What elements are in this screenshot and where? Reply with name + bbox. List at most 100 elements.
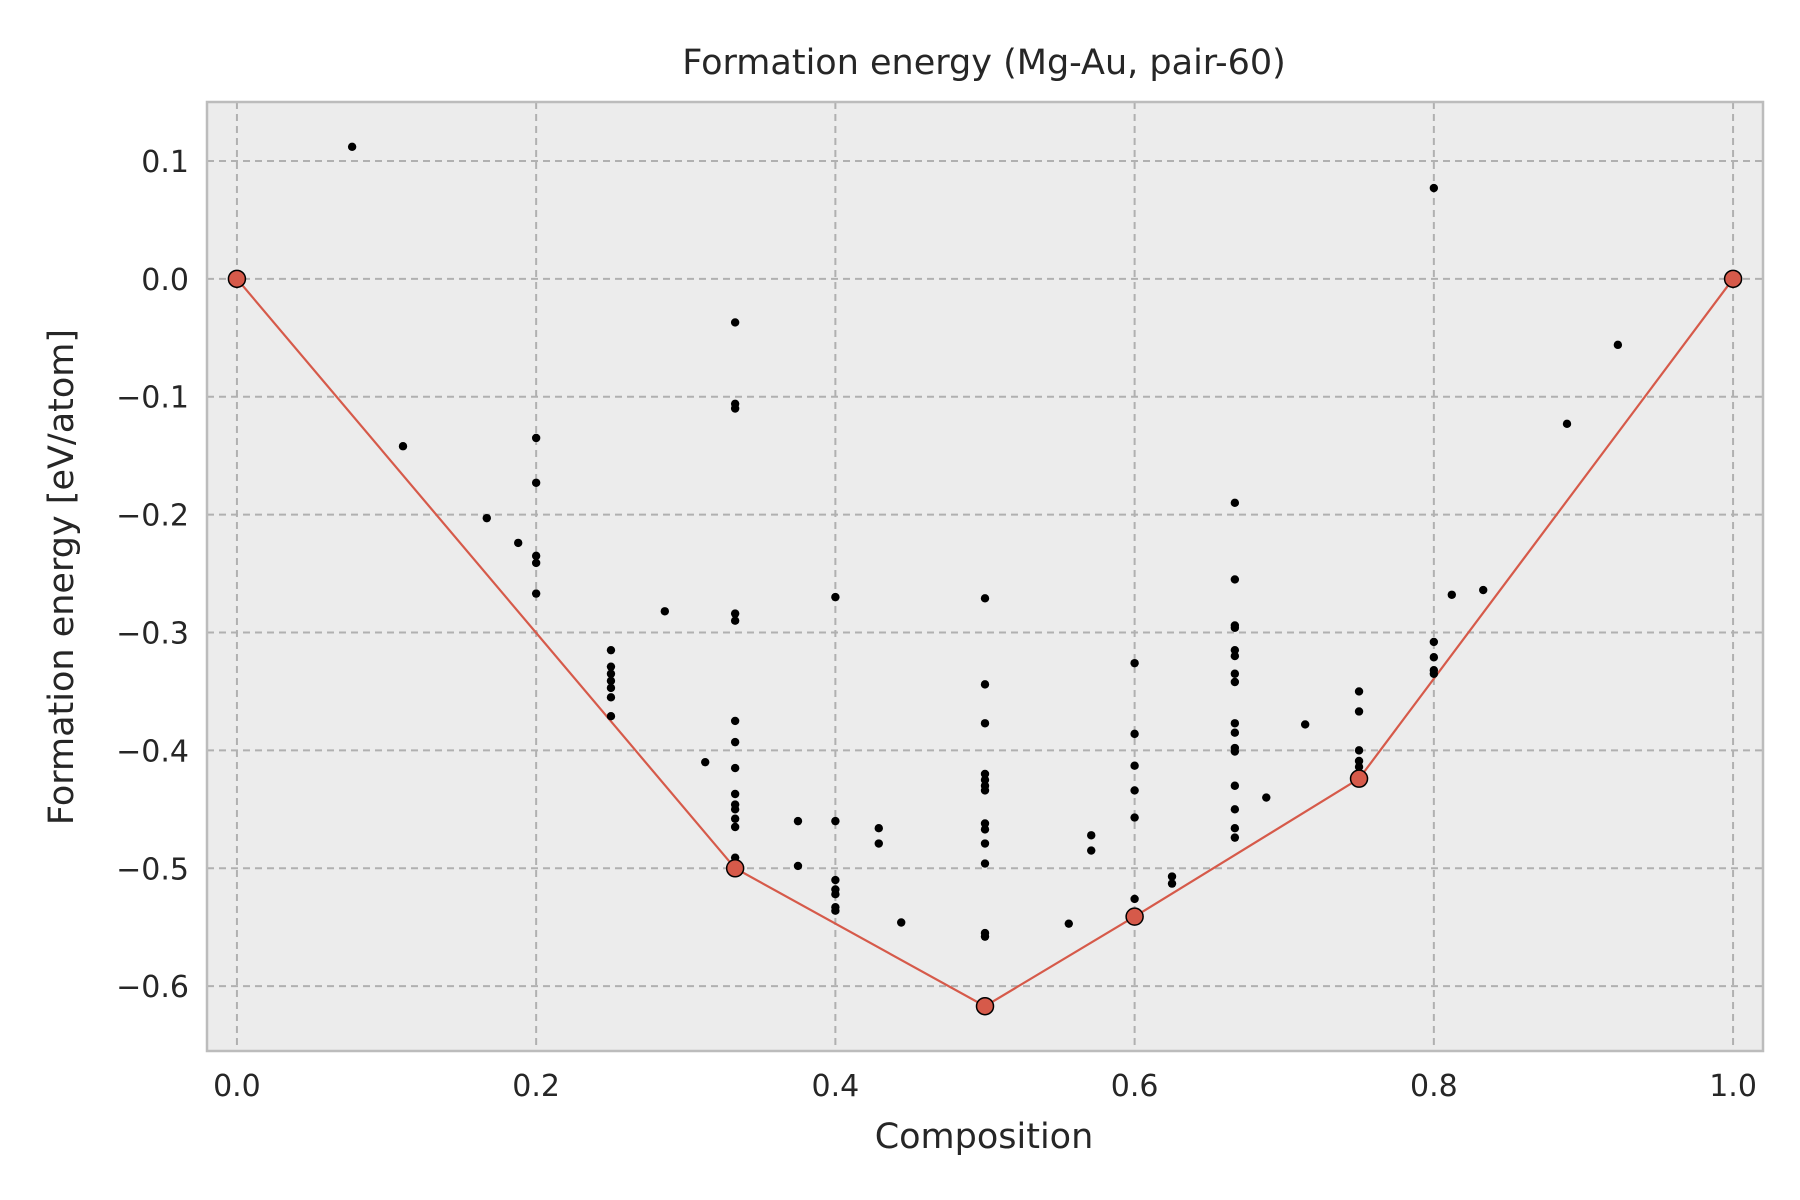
data-point — [1262, 793, 1271, 802]
plot-area — [207, 102, 1763, 1051]
data-point — [606, 645, 616, 655]
hull-point-marker — [975, 996, 995, 1016]
data-point — [398, 442, 408, 451]
data-point — [482, 513, 491, 523]
data-point — [1230, 575, 1240, 584]
data-point — [1230, 728, 1240, 737]
data-point — [1354, 687, 1364, 696]
data-point — [1230, 781, 1240, 790]
data-point — [831, 890, 840, 899]
data-point — [730, 763, 740, 773]
hull-point-marker — [725, 859, 745, 878]
data-point — [1087, 846, 1096, 855]
data-point — [1230, 645, 1240, 655]
data-point — [980, 680, 990, 689]
data-point — [1354, 756, 1364, 766]
chart-title: Formation energy (Mg-Au, pair-60) — [682, 43, 1286, 83]
data-point — [1429, 183, 1439, 193]
data-point — [980, 786, 990, 795]
data-point — [897, 918, 906, 927]
x-tick-label: 0.0 — [213, 1069, 261, 1104]
y-tick-label: −0.4 — [116, 734, 189, 769]
data-point — [1354, 762, 1364, 772]
data-point — [831, 875, 840, 885]
data-point — [1479, 585, 1488, 595]
data-point — [980, 825, 990, 834]
data-point — [1064, 919, 1073, 928]
data-point — [606, 711, 616, 721]
data-point — [531, 551, 541, 561]
structure-points-series — [347, 142, 1623, 941]
x-tick-label: 0.2 — [512, 1069, 560, 1104]
data-point — [980, 839, 990, 848]
data-point — [1230, 805, 1240, 814]
data-point — [730, 814, 740, 823]
data-point — [1230, 651, 1240, 661]
data-point — [1130, 761, 1139, 770]
hull-point-marker — [1723, 269, 1743, 289]
data-point — [1130, 813, 1139, 822]
hull-point-marker — [227, 269, 247, 289]
data-point — [1354, 746, 1364, 755]
data-point — [1130, 658, 1139, 668]
x-tick-label: 0.4 — [812, 1069, 860, 1104]
data-point — [1130, 786, 1139, 795]
y-tick-label: 0.0 — [141, 263, 189, 298]
y-tick-label: −0.1 — [116, 381, 189, 416]
data-point — [730, 805, 740, 814]
y-tick-label: −0.2 — [116, 499, 189, 534]
y-tick-label: −0.6 — [116, 970, 189, 1005]
data-point — [531, 558, 541, 568]
data-point — [1613, 340, 1623, 350]
data-point — [1429, 653, 1439, 662]
x-tick-label: 0.8 — [1410, 1069, 1458, 1104]
data-point — [793, 816, 803, 826]
data-point — [1447, 590, 1457, 599]
grid — [207, 102, 1763, 1051]
y-tick-label: −0.5 — [116, 852, 189, 887]
data-point — [1429, 637, 1439, 647]
data-point — [730, 404, 740, 413]
data-point — [980, 719, 990, 728]
data-point — [1167, 872, 1177, 881]
data-point — [1230, 747, 1240, 756]
plot-frame — [205, 100, 1765, 1053]
data-point — [1562, 419, 1572, 429]
data-point — [1230, 669, 1240, 678]
x-tick-labels: 0.0 0.2 0.4 0.6 0.8 1.0 — [213, 1069, 1757, 1104]
data-point — [793, 861, 803, 871]
data-point — [347, 142, 357, 151]
x-axis-label: Composition — [875, 1117, 1094, 1157]
data-point — [730, 789, 740, 799]
data-point — [1230, 823, 1240, 833]
data-point — [730, 318, 740, 327]
data-point — [831, 592, 840, 602]
data-point — [980, 769, 990, 779]
data-point — [606, 676, 616, 686]
data-point — [1300, 720, 1310, 729]
x-tick-label: 0.6 — [1111, 1069, 1159, 1104]
data-point — [531, 589, 541, 598]
data-point — [701, 757, 710, 767]
data-point — [1230, 719, 1240, 728]
data-point — [606, 693, 616, 702]
y-tick-label: −0.3 — [116, 616, 189, 651]
x-tick-label: 1.0 — [1709, 1069, 1757, 1104]
data-point — [1130, 894, 1139, 904]
data-point — [980, 775, 990, 785]
y-tick-labels: 0.1 0.0 −0.1 −0.2 −0.3 −0.4 −0.5 −0.6 — [116, 145, 189, 1005]
data-point — [730, 616, 740, 625]
data-point — [980, 932, 990, 941]
data-point — [1130, 729, 1139, 739]
data-point — [980, 819, 990, 828]
data-point — [874, 839, 883, 848]
hull-line — [236, 278, 1734, 1008]
data-point — [1087, 831, 1096, 840]
hull-point-marker — [1349, 769, 1369, 788]
data-point — [730, 609, 740, 618]
data-point — [606, 669, 616, 678]
data-point — [606, 662, 616, 671]
data-point — [531, 478, 541, 487]
y-axis-label: Formation energy [eV/atom] — [42, 329, 82, 825]
